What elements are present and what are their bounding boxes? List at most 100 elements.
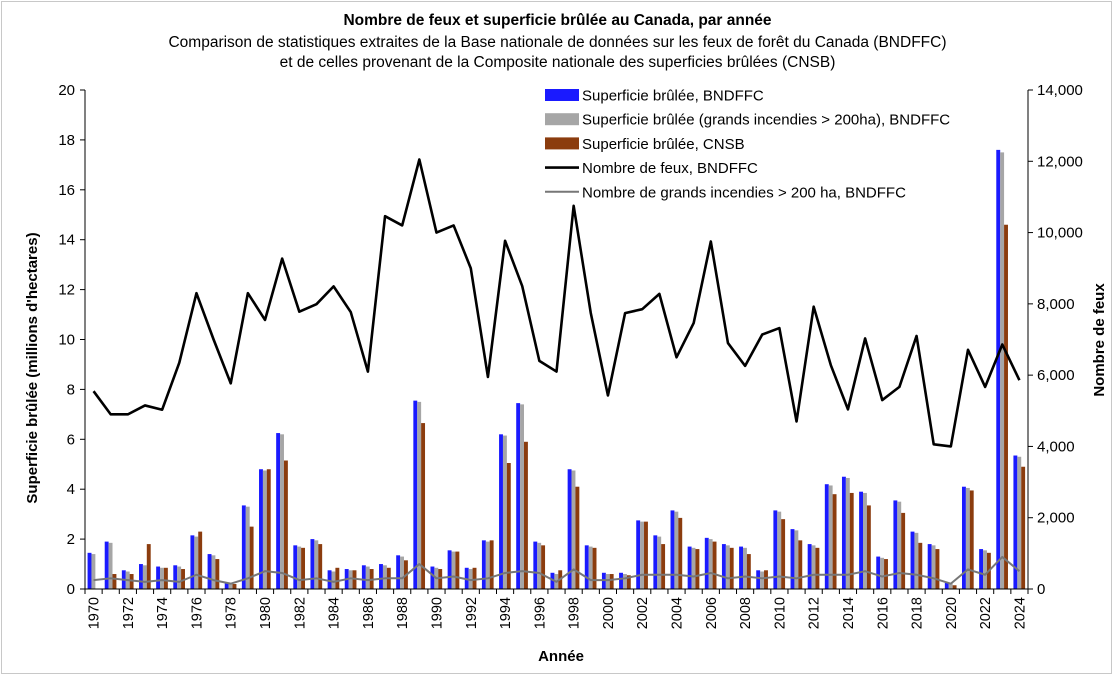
bar-3-2012 (815, 547, 820, 589)
bar-2-1986 (365, 566, 370, 589)
bar-3-1984 (335, 567, 340, 589)
y-right-tick-label: 6,000 (1037, 367, 1075, 384)
x-tick-label: 1984 (327, 597, 343, 629)
bar-1-1980 (259, 469, 263, 589)
bar-2-2018 (914, 532, 919, 589)
y-left-tick-label: 16 (58, 182, 75, 199)
legend-swatch-2 (545, 113, 579, 126)
bar-2-2021 (965, 487, 970, 589)
bar-2-1973 (142, 565, 147, 589)
legend-label-2: Superficie brûlée (grands incendies > 20… (582, 112, 950, 129)
bar-1-1977 (207, 554, 212, 589)
bar-1-2003 (653, 535, 658, 589)
bar-1-2008 (739, 546, 743, 589)
bar-1-1984 (327, 570, 332, 589)
legend-label-5: Nombre de grands incendies > 200 ha, BND… (582, 184, 906, 201)
bar-2-2023 (1000, 152, 1005, 590)
bar-1-1996 (533, 541, 538, 589)
y-left-tick-label: 14 (58, 232, 75, 249)
x-tick-label: 2020 (944, 597, 960, 629)
bar-2-1982 (297, 546, 302, 589)
x-tick-label: 1988 (395, 597, 411, 629)
bar-3-1983 (318, 544, 323, 589)
bar-1-1981 (276, 433, 281, 589)
bar-2-1993 (485, 541, 490, 589)
x-tick-label: 2008 (738, 597, 754, 629)
line-layer (92, 158, 1021, 585)
series-line-2 (93, 555, 1021, 585)
bar-3-1998 (575, 486, 580, 589)
bar-3-1996 (541, 545, 546, 589)
bar-3-1975 (181, 569, 185, 589)
bar-1-2016 (876, 556, 881, 589)
bar-2-1987 (382, 565, 387, 589)
bar-1-2013 (824, 484, 829, 589)
y-right-tick-label: 0 (1037, 581, 1045, 598)
y-axis-right-label: Nombre de feux (1091, 283, 1108, 397)
bar-2-2006 (708, 539, 713, 589)
legend-label-4: Nombre de feux, BNDFFC (582, 160, 758, 177)
bar-2-2003 (657, 536, 662, 589)
chart-title: Nombre de feux et superficie brûlée au C… (343, 12, 772, 29)
bar-3-2004 (678, 517, 683, 589)
bar-1-1973 (139, 564, 143, 589)
bar-3-1971 (112, 574, 117, 589)
bar-1-2007 (721, 544, 726, 589)
x-tick-label: 2014 (841, 597, 857, 629)
bar-3-2010 (781, 519, 786, 589)
bar-2-2015 (863, 492, 867, 589)
x-tick-label: 1990 (429, 597, 445, 629)
bar-2-2014 (845, 477, 850, 589)
bar-3-2003 (661, 544, 666, 589)
x-tick-label: 2022 (978, 597, 994, 629)
bar-3-2008 (746, 554, 751, 589)
bar-3-2001 (626, 575, 631, 589)
bar-2-2004 (674, 511, 679, 589)
x-tick-label: 2000 (601, 597, 617, 629)
y-left-tick-label: 0 (67, 581, 75, 598)
x-tick-label: 1970 (87, 597, 103, 629)
bar-1-2018 (910, 531, 915, 589)
bar-1-1993 (481, 540, 486, 589)
bar-2-1981 (280, 434, 284, 589)
x-tick-label: 2002 (635, 597, 651, 629)
bar-1-1987 (379, 564, 383, 589)
legend-swatch-3 (545, 137, 579, 150)
bar-3-2005 (695, 549, 700, 589)
bar-2-2001 (622, 574, 627, 589)
bar-1-1986 (361, 565, 366, 589)
x-tick-label: 2018 (910, 597, 926, 629)
bar-2-1991 (451, 551, 456, 589)
bar-3-1976 (198, 531, 203, 589)
y-right-tick-label: 12,000 (1037, 153, 1083, 170)
y-right-tick-label: 10,000 (1037, 225, 1083, 242)
bar-3-1979 (249, 526, 254, 590)
bar-1-2010 (773, 510, 778, 589)
bar-3-2016 (884, 559, 888, 589)
bar-3-1978 (232, 584, 237, 589)
y-axis-left-label: Superficie brûlée (millions d'hectares) (24, 232, 41, 503)
legend-label-3: Superficie brûlée, CNSB (582, 136, 745, 153)
bar-1-2006 (704, 537, 709, 589)
bar-2-1978 (228, 583, 233, 589)
bar-2-2024 (1017, 456, 1022, 589)
bar-3-2023 (1004, 224, 1008, 590)
bar-1-1971 (104, 541, 109, 589)
legend-label-1: Superficie brûlée, BNDFFC (582, 88, 764, 105)
x-tick-label: 1974 (155, 597, 171, 629)
bar-1-2001 (619, 572, 623, 589)
legend: Superficie brûlée, BNDFFC Superficie brûl… (545, 88, 950, 201)
bar-3-1981 (283, 460, 288, 589)
bar-3-1999 (592, 547, 597, 589)
bar-2-1996 (537, 542, 542, 589)
bar-2-1976 (194, 536, 199, 589)
bar-3-2000 (609, 574, 614, 589)
bar-3-2011 (798, 540, 803, 589)
bar-3-1994 (506, 463, 511, 589)
x-tick-label: 1994 (498, 597, 514, 629)
bar-1-2015 (859, 491, 864, 589)
bar-2-2020 (948, 583, 953, 589)
y-left-tick-label: 10 (58, 332, 75, 349)
